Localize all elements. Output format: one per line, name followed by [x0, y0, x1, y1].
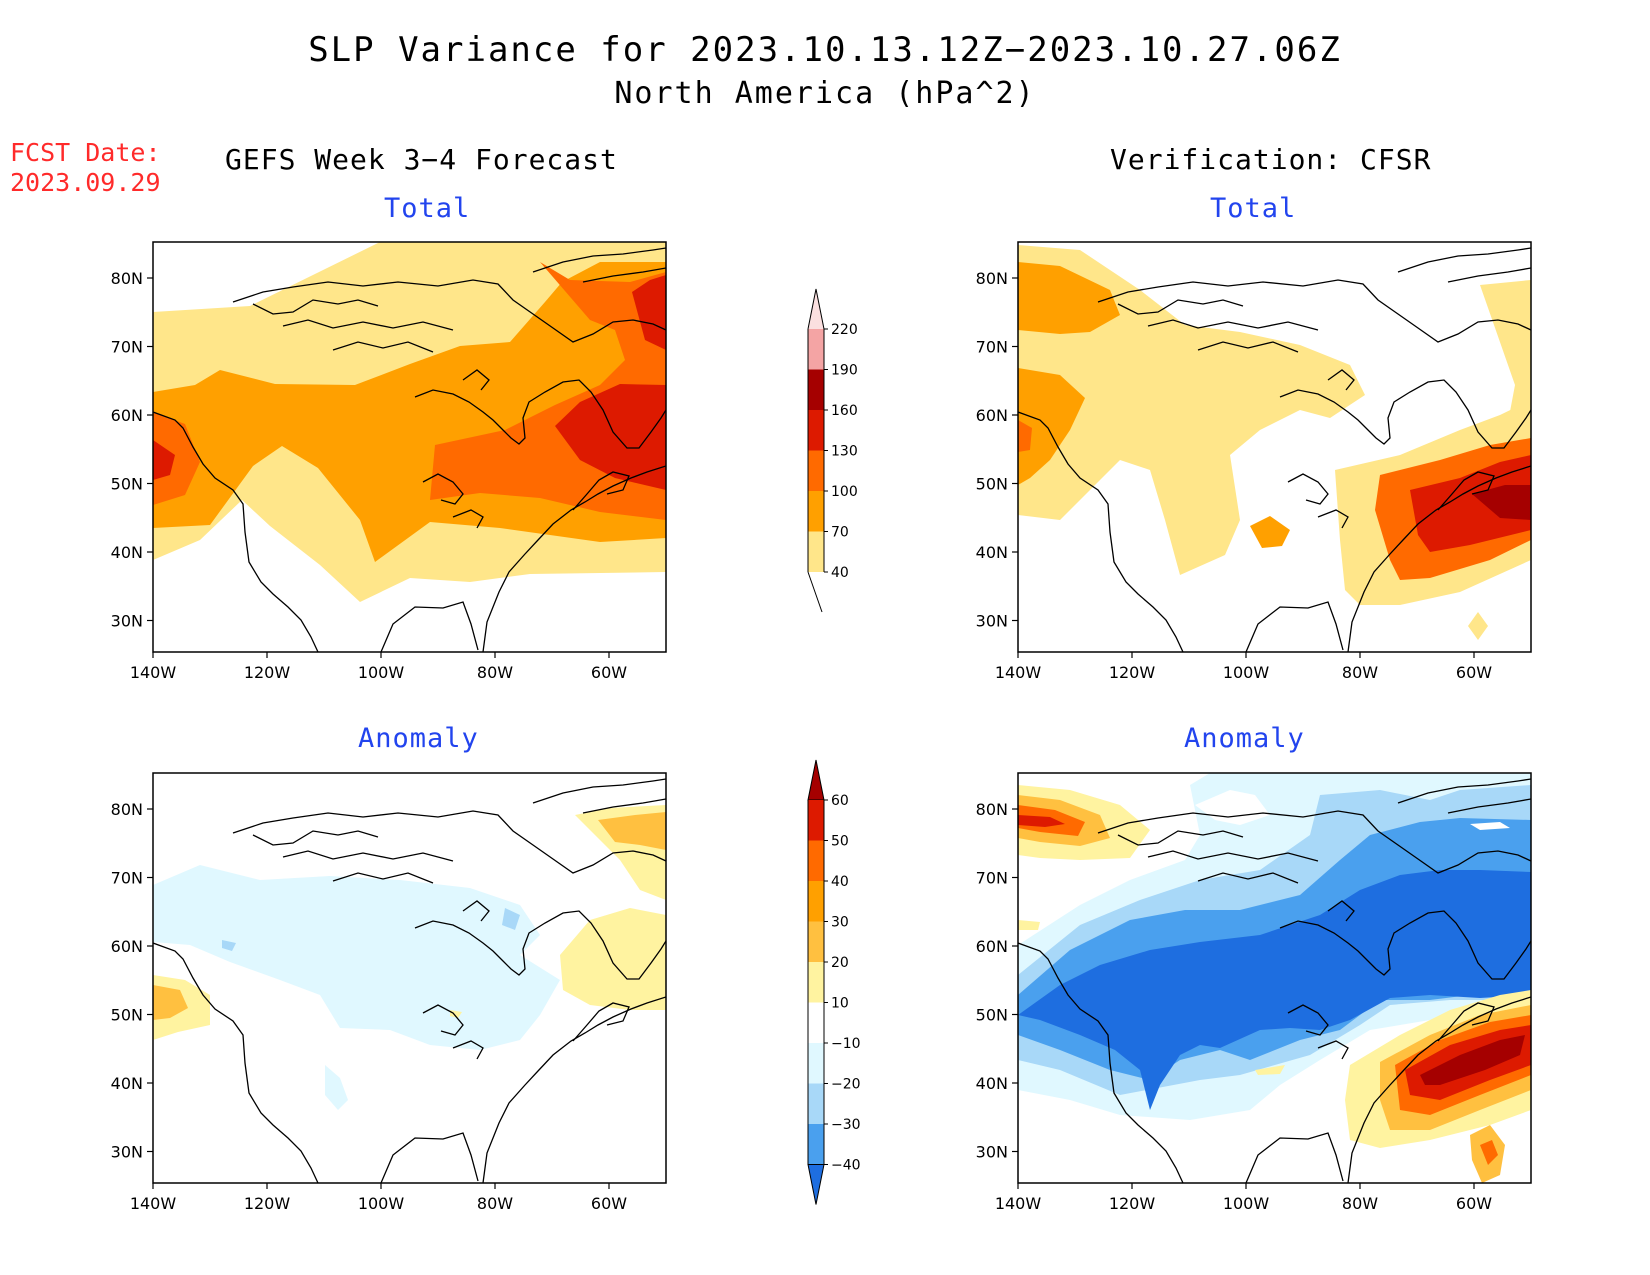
colorbar-label: −30 [831, 1117, 861, 1133]
lat-tick-label: 40N [111, 543, 143, 562]
forecast-total-title: Total [384, 193, 471, 224]
colorbar-swatch [808, 450, 824, 491]
colorbar-swatch [808, 1083, 824, 1124]
lat-tick-label: 30N [111, 612, 143, 631]
colorbar-swatch [808, 410, 824, 451]
forecast-total-map [152, 241, 667, 653]
lon-tick-label: 100W [358, 663, 405, 682]
lat-tick-label: 50N [976, 475, 1008, 494]
lat-tick-label: 60N [976, 937, 1008, 956]
verification-anomaly-title: Anomaly [1184, 723, 1305, 754]
lat-tick-label: 70N [111, 869, 143, 888]
colorbar-swatch [808, 840, 824, 881]
lat-tick-label: 30N [976, 1143, 1008, 1162]
lon-tick-label: 140W [995, 1194, 1042, 1213]
colorbar-swatch [808, 881, 824, 922]
lat-tick-label: 70N [111, 338, 143, 357]
colorbar-swatch [808, 531, 824, 572]
forecast-anomaly-map [152, 772, 667, 1184]
lat-tick-label: 60N [976, 406, 1008, 425]
verification-column-header: Verification: CFSR [1110, 143, 1432, 176]
lon-tick-label: 120W [1109, 1194, 1156, 1213]
lat-tick-label: 70N [976, 338, 1008, 357]
colorbar-label: 130 [831, 444, 858, 460]
lat-tick-label: 50N [976, 1006, 1008, 1025]
lat-tick-label: 80N [976, 269, 1008, 288]
colorbar-label: 30 [831, 915, 849, 931]
colorbar-label: 70 [831, 525, 849, 541]
lon-tick-label: 60W [591, 663, 627, 682]
lat-tick-label: 40N [976, 1074, 1008, 1093]
lon-tick-label: 60W [1456, 1194, 1492, 1213]
colorbar-label: −40 [831, 1158, 861, 1174]
lat-tick-label: 30N [111, 1143, 143, 1162]
lon-tick-label: 100W [358, 1194, 405, 1213]
colorbar-swatch [808, 1043, 824, 1084]
verification-total-map [1017, 241, 1532, 653]
forecast-column-header: GEFS Week 3−4 Forecast [225, 143, 618, 176]
colorbar-label: 20 [831, 955, 849, 971]
lat-tick-label: 40N [976, 543, 1008, 562]
colorbar-label: 60 [831, 793, 849, 809]
lon-tick-label: 140W [130, 663, 177, 682]
lon-tick-label: 140W [130, 1194, 177, 1213]
lon-tick-label: 80W [1342, 663, 1378, 682]
subtitle: North America (hPa^2) [614, 76, 1036, 111]
colorbar-label: 50 [831, 834, 849, 850]
lon-tick-label: 100W [1223, 663, 1270, 682]
total-colorbar: 220 190 160 130 100 70 40 [807, 288, 858, 613]
lon-tick-label: 100W [1223, 1194, 1270, 1213]
lon-tick-label: 80W [477, 663, 513, 682]
forecast-anomaly-title: Anomaly [358, 723, 479, 754]
lat-tick-label: 80N [111, 800, 143, 819]
colorbar-swatch [808, 1124, 824, 1165]
colorbar-top-arrow [807, 759, 825, 801]
lat-tick-label: 80N [111, 269, 143, 288]
lat-tick-label: 30N [976, 612, 1008, 631]
colorbar-label: 40 [831, 565, 849, 581]
lon-tick-label: 120W [1109, 663, 1156, 682]
lat-tick-label: 70N [976, 869, 1008, 888]
colorbar-label: −10 [831, 1036, 861, 1052]
colorbar-swatch [808, 1002, 824, 1043]
colorbar-label: 190 [831, 363, 858, 379]
colorbar-label: 40 [831, 874, 849, 890]
lon-tick-label: 60W [591, 1194, 627, 1213]
verification-anomaly-map [1017, 772, 1532, 1184]
axis-ticks: 80N 70N 60N 50N 40N 30N 140W 120W 100W 80W 60W 80N 7… [111, 269, 1493, 1213]
colorbar-swatch [808, 329, 824, 370]
lon-tick-label: 60W [1456, 663, 1492, 682]
lat-tick-label: 50N [111, 475, 143, 494]
verification-total-title: Total [1210, 193, 1297, 224]
colorbar-label: 220 [831, 322, 858, 338]
lat-tick-label: 60N [111, 406, 143, 425]
colorbar-label: 100 [831, 484, 858, 500]
colorbar-swatch [808, 921, 824, 962]
anomaly-colorbar: 60 50 40 30 20 10 −10 −20 −30 −40 [807, 759, 861, 1205]
colorbar-top-arrow [807, 288, 825, 330]
fcst-date-value: 2023.09.29 [10, 168, 161, 197]
lon-tick-label: 140W [995, 663, 1042, 682]
colorbar-bottom-arrow [807, 1164, 825, 1205]
colorbar-swatch [808, 962, 824, 1003]
fcst-date-label: FCST Date: [10, 138, 161, 167]
colorbar-swatch [808, 369, 824, 410]
lat-tick-label: 40N [111, 1074, 143, 1093]
colorbar-label: 10 [831, 996, 849, 1012]
lat-tick-label: 50N [111, 1006, 143, 1025]
lon-tick-label: 80W [477, 1194, 513, 1213]
lon-tick-label: 120W [244, 663, 291, 682]
colorbar-swatch [808, 800, 824, 841]
colorbar-label: 160 [831, 403, 858, 419]
colorbar-swatch [808, 491, 824, 532]
lat-tick-label: 60N [111, 937, 143, 956]
lon-tick-label: 80W [1342, 1194, 1378, 1213]
lon-tick-label: 120W [244, 1194, 291, 1213]
colorbar-label: −20 [831, 1077, 861, 1093]
main-title: SLP Variance for 2023.10.13.12Z−2023.10.… [308, 30, 1342, 70]
lat-tick-label: 80N [976, 800, 1008, 819]
